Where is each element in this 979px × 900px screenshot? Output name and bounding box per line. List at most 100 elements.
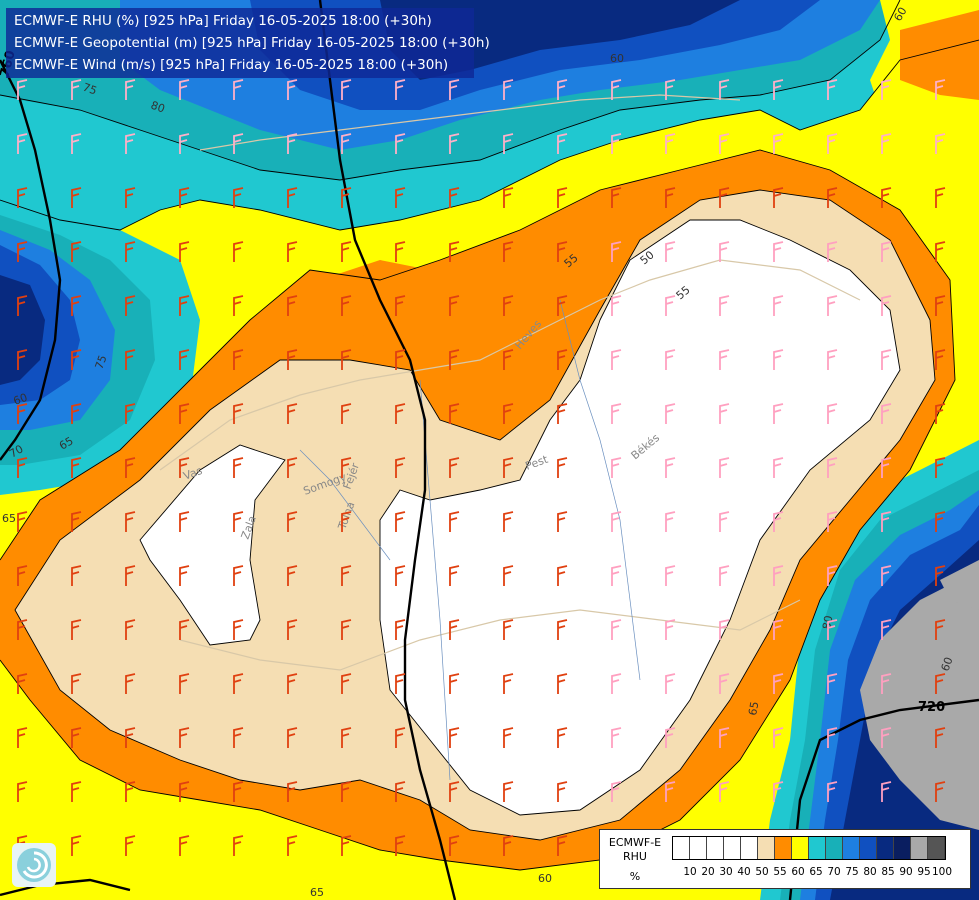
wind-barb-icon [611,403,622,424]
wind-barb-icon [395,187,406,208]
wind-barb-icon [449,565,460,586]
wind-barb-icon [71,619,82,640]
wind-barb-icon [71,187,82,208]
wind-barb-icon [341,727,352,748]
wind-barb-icon [827,565,838,586]
wind-barb-icon [287,511,298,532]
wind-barb-icon [935,511,946,532]
wind-barb-icon [881,511,892,532]
wind-barb-icon [827,79,838,100]
wind-barb-icon [611,727,622,748]
wind-barb-icon [233,781,244,802]
wind-barb-icon [71,835,82,856]
contour-label: 60 [939,655,956,673]
map-title-box: ECMWF-E RHU (%) [925 hPa] Friday 16-05-2… [6,8,490,78]
wind-barb-icon [395,727,406,748]
wind-barb-icon [611,511,622,532]
legend-tick-label: 100 [931,866,953,878]
wind-barb-icon [341,565,352,586]
wind-barb-icon [665,619,676,640]
wind-barb-icon [665,295,676,316]
wind-barb-icon [503,727,514,748]
rhu-contours [0,0,979,871]
contour-label: 60 [610,52,624,65]
contour-label: 65 [57,434,76,452]
rhu-field-65-south [0,820,760,900]
wind-barb-icon [827,457,838,478]
wind-barb-icon [449,781,460,802]
contour-label: 65 [310,886,324,899]
wind-barb-icon [503,187,514,208]
title-wind: ECMWF-E Wind (m/s) [925 hPa] Friday 16-0… [14,57,449,73]
wind-barb-icon [827,511,838,532]
wind-barb-icon [17,187,28,208]
contour-label: 65 [2,512,16,525]
wind-barb-icon [827,187,838,208]
wind-barb-icon [557,781,568,802]
wind-barb-icon [719,619,730,640]
wind-barb-icon [503,457,514,478]
wind-barb-icon [341,133,352,154]
wind-barb-icon [557,133,568,154]
wind-barb-icon [287,403,298,424]
wind-barb-icon [71,565,82,586]
wind-barb-icon [557,457,568,478]
wind-barb-icon [827,349,838,370]
wind-barb-icon [773,295,784,316]
wind-barb-icon [71,349,82,370]
wind-barb-icon [395,457,406,478]
wind-barb-icon [827,619,838,640]
wind-barb-icon [449,79,460,100]
legend-title-model: ECMWF-E [608,836,662,849]
wind-barb-icon [719,241,730,262]
wind-barb-icon [449,457,460,478]
wind-barb-icon [395,619,406,640]
wind-barb-icon [17,241,28,262]
legend-unit: % [629,870,641,883]
wind-barb-icon [71,727,82,748]
wind-barbs [17,79,946,856]
rhu-field-60-north [270,250,570,420]
wind-barb-icon [233,349,244,370]
wind-barb-icon [827,133,838,154]
legend-swatch [894,837,911,859]
wind-barb-icon [449,187,460,208]
wind-barb-icon [395,79,406,100]
wind-barb-icon [827,727,838,748]
place-label: Vas [182,464,205,483]
wind-barb-icon [935,187,946,208]
wind-barb-icon [611,349,622,370]
legend-swatch [673,837,690,859]
contour-label: 60 [12,391,30,408]
wind-barb-icon [233,187,244,208]
contour-label: 80 [149,99,167,116]
wind-barb-icon [233,403,244,424]
wind-barb-icon [449,835,460,856]
wind-barb-icon [557,349,568,370]
wind-barb-icon [557,565,568,586]
wind-barb-icon [449,133,460,154]
wind-barb-icon [935,457,946,478]
wind-barb-icon [287,295,298,316]
wind-barb-icon [557,187,568,208]
title-geopotential: ECMWF-E Geopotential (m) [925 hPa] Frida… [14,35,490,51]
legend-swatch [809,837,826,859]
wind-barb-icon [935,727,946,748]
wind-barb-icon [503,403,514,424]
rhu-field-95-se [860,570,979,830]
wind-barb-icon [881,781,892,802]
wind-barb-icon [125,835,136,856]
wind-barb-icon [287,565,298,586]
contour-label: 65 [746,700,761,716]
wind-barb-icon [773,565,784,586]
wind-barb-icon [233,457,244,478]
wind-barb-icon [287,187,298,208]
wind-barb-icon [17,511,28,532]
legend-tick-label: 65 [809,866,823,878]
wind-barb-icon [341,187,352,208]
wind-barb-icon [17,565,28,586]
wind-barb-icon [503,511,514,532]
wind-barb-icon [395,565,406,586]
wind-barb-icon [611,295,622,316]
